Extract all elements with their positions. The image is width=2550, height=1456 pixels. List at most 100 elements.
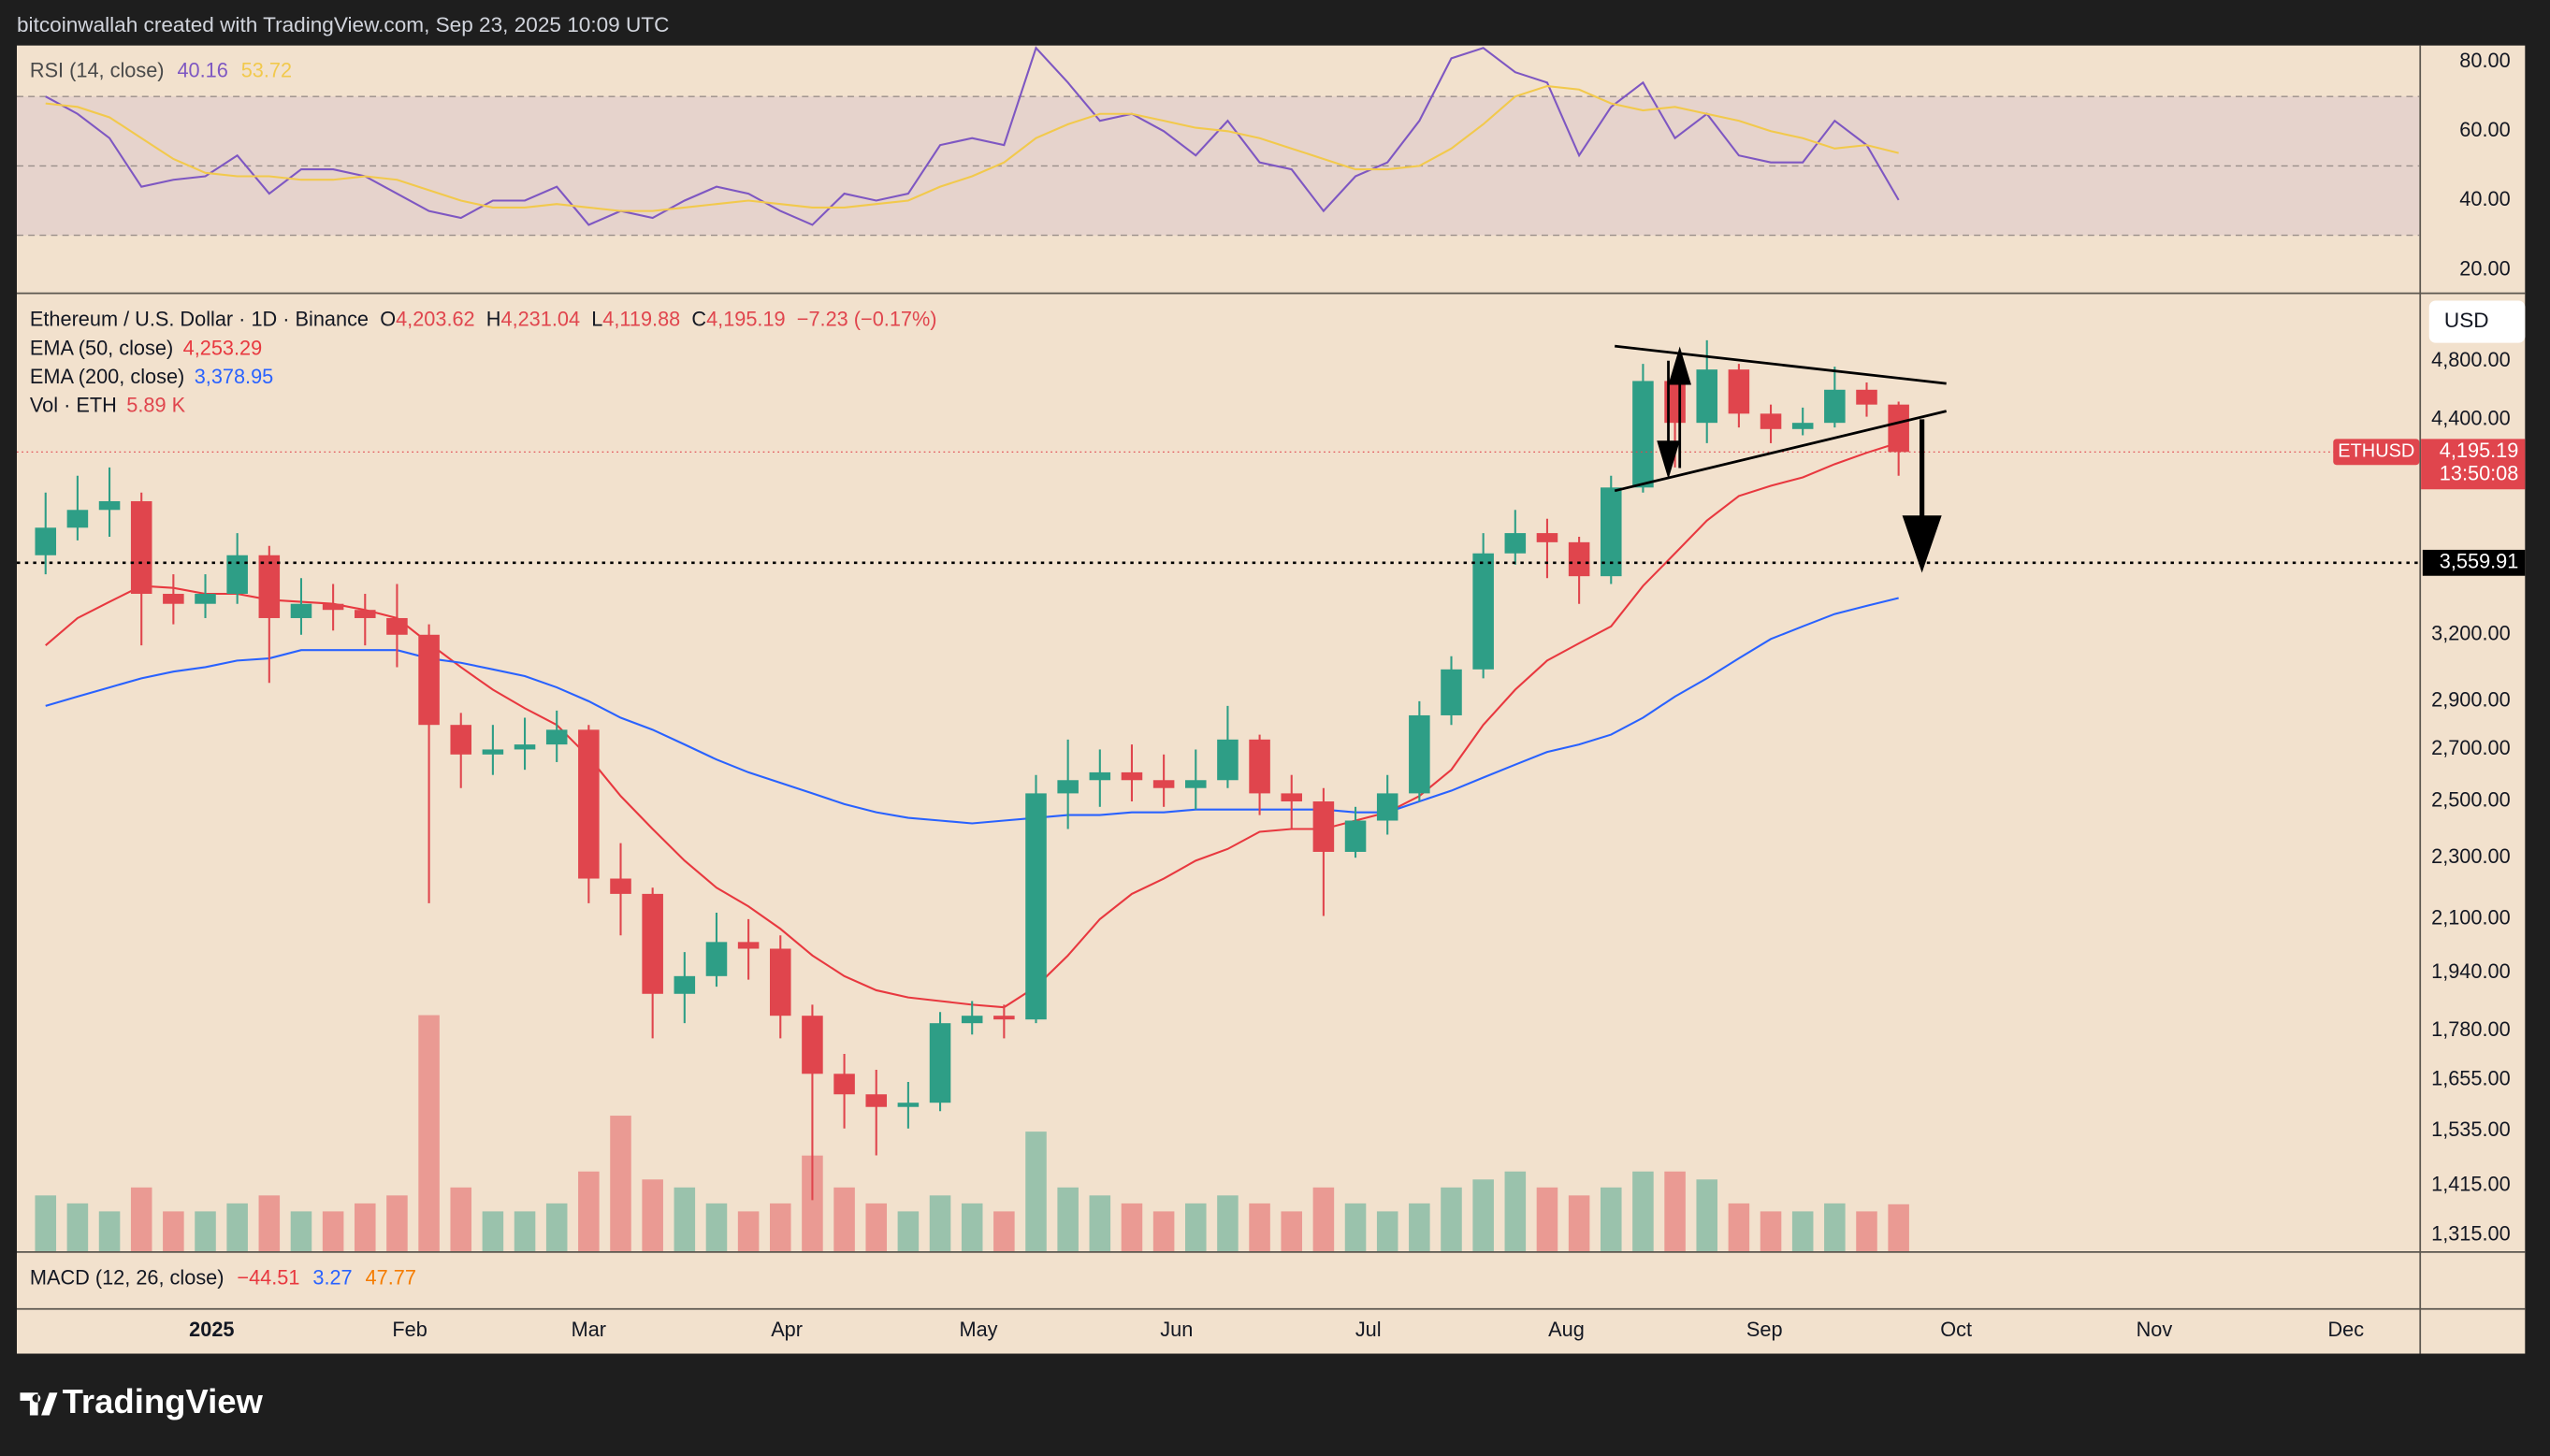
ema-value: 3,378.95 (195, 365, 274, 388)
candle-body (1856, 389, 1877, 405)
candle-body (1568, 541, 1590, 577)
volume-bar (1312, 1187, 1335, 1252)
candle-body (1152, 780, 1175, 788)
volume-bar (1824, 1203, 1846, 1252)
rsi-line (45, 46, 1900, 226)
legend: Vol · ETH 5.89 K (30, 393, 186, 416)
volume-bar (961, 1203, 983, 1252)
volume-bar (545, 1203, 568, 1252)
volume-bar (322, 1211, 344, 1252)
volume-bar (1632, 1171, 1654, 1252)
candle-body (418, 634, 440, 726)
candle-body (1249, 739, 1270, 794)
volume-bar (578, 1171, 600, 1252)
volume-bar (1441, 1187, 1462, 1252)
macd-value: −44.51 (237, 1265, 299, 1289)
y-tick-label: 4,400.00 (2431, 407, 2511, 430)
price-tag (2421, 439, 2526, 490)
volume-bar (1249, 1203, 1270, 1252)
footer-logo (20, 1392, 58, 1416)
candle-body (770, 948, 791, 1016)
logo-mark (20, 1392, 58, 1416)
candle-body (290, 603, 312, 618)
arrow-up-head (1668, 346, 1691, 385)
candle-body (450, 725, 472, 755)
candle-body (642, 893, 663, 994)
volume-name: Vol · ETH (30, 393, 117, 416)
y-tick-label: 80.00 (2459, 49, 2510, 72)
ohlc-key: H (486, 307, 501, 330)
y-tick-label: 40.00 (2459, 187, 2510, 210)
volume-bar (610, 1116, 631, 1252)
candle-body (1281, 793, 1303, 802)
y-tick-label: 3,200.00 (2431, 622, 2511, 645)
volume-bar (1057, 1187, 1079, 1252)
candle-body (1600, 487, 1622, 577)
currency-button[interactable] (2428, 300, 2526, 343)
candle-body (1696, 369, 1718, 424)
x-tick-label: Jun (1160, 1318, 1193, 1341)
volume-bar (802, 1155, 823, 1252)
ohlc-value: 4,195.19 (706, 307, 786, 330)
volume-bar (833, 1187, 855, 1252)
volume-bar (355, 1203, 376, 1252)
candle-body (1441, 669, 1462, 715)
candle-body (1536, 533, 1558, 542)
candle-body (322, 603, 344, 611)
volume-bar (66, 1203, 89, 1252)
volume-bar (1344, 1203, 1367, 1252)
rsi-value: 40.16 (177, 58, 227, 81)
volume-bar (1185, 1203, 1207, 1252)
candle-body (1344, 820, 1367, 852)
rsi-plot (17, 46, 2420, 237)
candle-body (1472, 553, 1494, 670)
volume-bar (1568, 1195, 1590, 1252)
candle-body (578, 729, 600, 879)
ohlc-key: O (380, 307, 396, 330)
y-tick-label: 1,655.00 (2431, 1067, 2511, 1090)
x-tick-label: Nov (2137, 1318, 2173, 1341)
x-tick-label: Feb (392, 1318, 427, 1341)
change-value: −7.23 (−0.17%) (797, 307, 937, 330)
candle-body (961, 1016, 983, 1024)
legend: EMA (200, close) 3,378.95 (30, 365, 273, 388)
legend: Ethereum / U.S. Dollar · 1D · Binance O 4,… (30, 307, 937, 330)
candle-body (1089, 771, 1111, 781)
symbol-title: Ethereum / U.S. Dollar · 1D · Binance (30, 307, 369, 330)
candle-body (1376, 793, 1398, 821)
volume-bar (1121, 1203, 1143, 1252)
candle-body (1632, 381, 1654, 488)
legend: MACD (12, 26, close) −44.51 3.27 47.77 (30, 1265, 416, 1289)
ohlc-key: L (591, 307, 602, 330)
volume-bar (1152, 1211, 1175, 1252)
x-tick-label: 2025 (189, 1318, 234, 1341)
price-plot (17, 339, 2420, 1252)
trendline-lower (1614, 410, 1948, 493)
ema-name: EMA (200, close) (30, 365, 184, 388)
volume-bar (386, 1195, 408, 1252)
volume-bar (1504, 1171, 1527, 1252)
candle-body (1504, 533, 1527, 554)
macd-title: MACD (12, 26, close) (30, 1265, 225, 1289)
volume-bar (1888, 1204, 1909, 1252)
y-tick-label: 2,100.00 (2431, 906, 2511, 930)
y-tick-label: 2,500.00 (2431, 788, 2511, 812)
macd-value: 47.77 (366, 1265, 416, 1289)
candle-body (386, 617, 408, 635)
candle-body (163, 594, 184, 604)
symbol-tag (2333, 439, 2420, 466)
x-tick-label: Sep (1746, 1318, 1783, 1341)
volume-bar (929, 1195, 951, 1252)
volume-bar (737, 1211, 760, 1252)
volume-bar (1089, 1195, 1111, 1252)
symbol-label: ETHUSD (2338, 441, 2414, 462)
volume-bar (1217, 1195, 1239, 1252)
y-tick-label: 2,700.00 (2431, 736, 2511, 759)
y-tick-label: 1,535.00 (2431, 1117, 2511, 1141)
currency-label[interactable]: USD (2444, 309, 2489, 332)
volume-bar (1376, 1211, 1398, 1252)
candle-body (66, 510, 89, 528)
y-tick-label: 1,780.00 (2431, 1017, 2511, 1041)
candle-body (610, 878, 631, 894)
candle-body (258, 555, 281, 618)
